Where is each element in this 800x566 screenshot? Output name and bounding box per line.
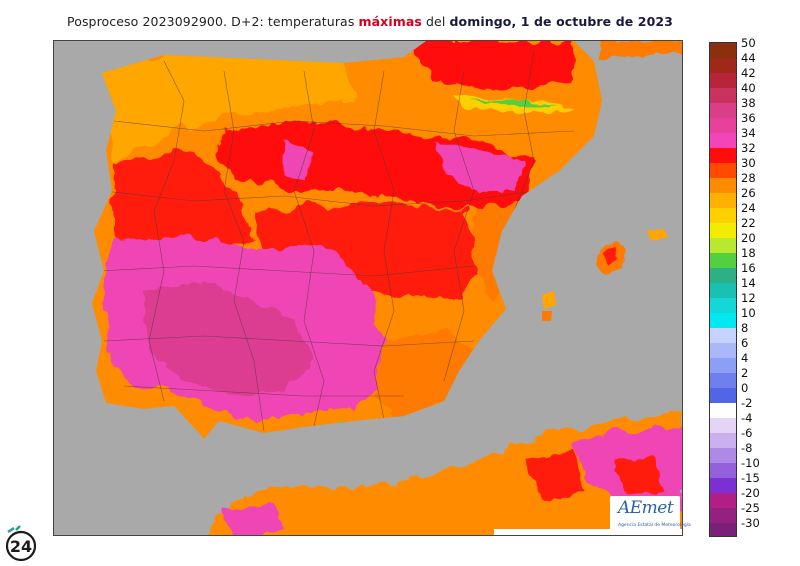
colorbar-label: 22 bbox=[741, 216, 756, 230]
colorbar-label: 20 bbox=[741, 231, 756, 245]
colorbar-swatch bbox=[710, 433, 736, 449]
badge-text: 24 bbox=[10, 537, 32, 556]
aemet-logo-subtitle: Agencia Estatal de Meteorología bbox=[618, 523, 691, 528]
colorbar-label: 12 bbox=[741, 291, 756, 305]
colorbar-swatch bbox=[710, 508, 736, 524]
colorbar-label: 0 bbox=[741, 381, 749, 395]
colorbar-label: 16 bbox=[741, 261, 756, 275]
temperature-colorbar bbox=[709, 42, 737, 537]
colorbar-swatch bbox=[710, 463, 736, 479]
map-canvas bbox=[92, 41, 682, 535]
france-coast bbox=[599, 41, 682, 59]
title-prefix: Posproceso 2023092900. D+2: temperaturas bbox=[67, 14, 359, 29]
colorbar-label: 44 bbox=[741, 51, 756, 65]
badge-graphic: 24 bbox=[5, 525, 37, 562]
colorbar-label: -30 bbox=[741, 516, 760, 530]
colorbar-swatch bbox=[710, 88, 736, 104]
colorbar-label: -20 bbox=[741, 486, 760, 500]
colorbar-label: 30 bbox=[741, 156, 756, 170]
colorbar-swatch bbox=[710, 223, 736, 239]
colorbar-swatch bbox=[710, 343, 736, 359]
colorbar-label: 36 bbox=[741, 111, 756, 125]
colorbar-swatch bbox=[710, 73, 736, 89]
colorbar-swatch bbox=[710, 493, 736, 509]
iberian-peninsula bbox=[92, 41, 602, 439]
colorbar-swatch bbox=[710, 133, 736, 149]
colorbar-swatch bbox=[710, 253, 736, 269]
colorbar-label: 32 bbox=[741, 141, 756, 155]
colorbar-swatch bbox=[710, 523, 736, 536]
colorbar-swatch bbox=[710, 418, 736, 434]
colorbar-swatch bbox=[710, 268, 736, 284]
colorbar-swatch bbox=[710, 103, 736, 119]
colorbar-label: 50 bbox=[741, 36, 756, 50]
colorbar-label: 34 bbox=[741, 126, 756, 140]
colorbar-swatch bbox=[710, 163, 736, 179]
colorbar-label: -10 bbox=[741, 456, 760, 470]
colorbar-swatch bbox=[710, 178, 736, 194]
aemet-logo: AEmet Agencia Estatal de Meteorología bbox=[610, 496, 691, 533]
colorbar-label: 24 bbox=[741, 201, 756, 215]
colorbar-swatch bbox=[710, 478, 736, 494]
title-date: domingo, 1 de octubre de 2023 bbox=[449, 14, 673, 29]
colorbar-swatch bbox=[710, 298, 736, 314]
temperature-map bbox=[53, 40, 683, 536]
colorbar-swatch bbox=[710, 118, 736, 134]
colorbar-label: 10 bbox=[741, 306, 756, 320]
colorbar-swatch bbox=[710, 193, 736, 209]
colorbar-label: 42 bbox=[741, 66, 756, 80]
colorbar-label: -8 bbox=[741, 441, 753, 455]
colorbar-label: 40 bbox=[741, 81, 756, 95]
colorbar-swatch bbox=[710, 208, 736, 224]
colorbar-label: -25 bbox=[741, 501, 760, 515]
colorbar-swatch bbox=[710, 358, 736, 374]
colorbar-label: 8 bbox=[741, 321, 749, 335]
map-bottom-strip bbox=[494, 529, 682, 535]
colorbar-label: 14 bbox=[741, 276, 756, 290]
colorbar-swatch bbox=[710, 283, 736, 299]
channel-24-logo: 24 bbox=[2, 524, 40, 562]
colorbar-swatch bbox=[710, 388, 736, 404]
colorbar-label: -6 bbox=[741, 426, 753, 440]
map-title: Posproceso 2023092900. D+2: temperaturas… bbox=[55, 14, 685, 29]
colorbar-swatch bbox=[710, 148, 736, 164]
aemet-logo-name: AEmet bbox=[618, 498, 674, 518]
colorbar-label: 2 bbox=[741, 366, 749, 380]
north-africa bbox=[209, 413, 682, 535]
colorbar-label: -15 bbox=[741, 471, 760, 485]
colorbar-label: 38 bbox=[741, 96, 756, 110]
colorbar-swatch bbox=[710, 328, 736, 344]
colorbar-label: -2 bbox=[741, 396, 753, 410]
colorbar-swatch bbox=[710, 313, 736, 329]
balearic-islands bbox=[542, 229, 668, 321]
colorbar-swatch bbox=[710, 238, 736, 254]
colorbar-label: -4 bbox=[741, 411, 753, 425]
colorbar-swatch bbox=[710, 58, 736, 74]
colorbar-label: 28 bbox=[741, 171, 756, 185]
colorbar-swatch bbox=[710, 448, 736, 464]
title-middle: del bbox=[421, 14, 450, 29]
title-highlight: máximas bbox=[358, 14, 422, 29]
colorbar-swatch bbox=[710, 43, 736, 59]
colorbar-swatch bbox=[710, 403, 736, 419]
colorbar-swatch bbox=[710, 373, 736, 389]
colorbar-label: 4 bbox=[741, 351, 749, 365]
colorbar-label: 26 bbox=[741, 186, 756, 200]
colorbar-label: 6 bbox=[741, 336, 749, 350]
colorbar-label: 18 bbox=[741, 246, 756, 260]
